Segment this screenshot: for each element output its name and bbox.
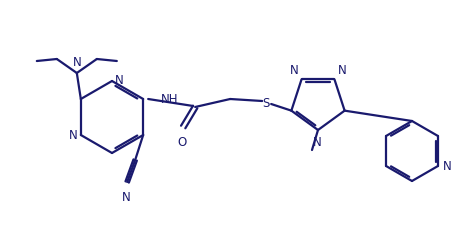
Text: N: N [72,56,81,69]
Text: N: N [122,190,130,203]
Text: N: N [289,64,298,77]
Text: S: S [262,97,269,110]
Text: N: N [312,135,321,148]
Text: N: N [69,129,78,142]
Text: N: N [337,64,345,77]
Text: NH: NH [161,93,178,106]
Text: N: N [442,160,451,173]
Text: O: O [177,135,187,148]
Text: N: N [115,74,124,87]
